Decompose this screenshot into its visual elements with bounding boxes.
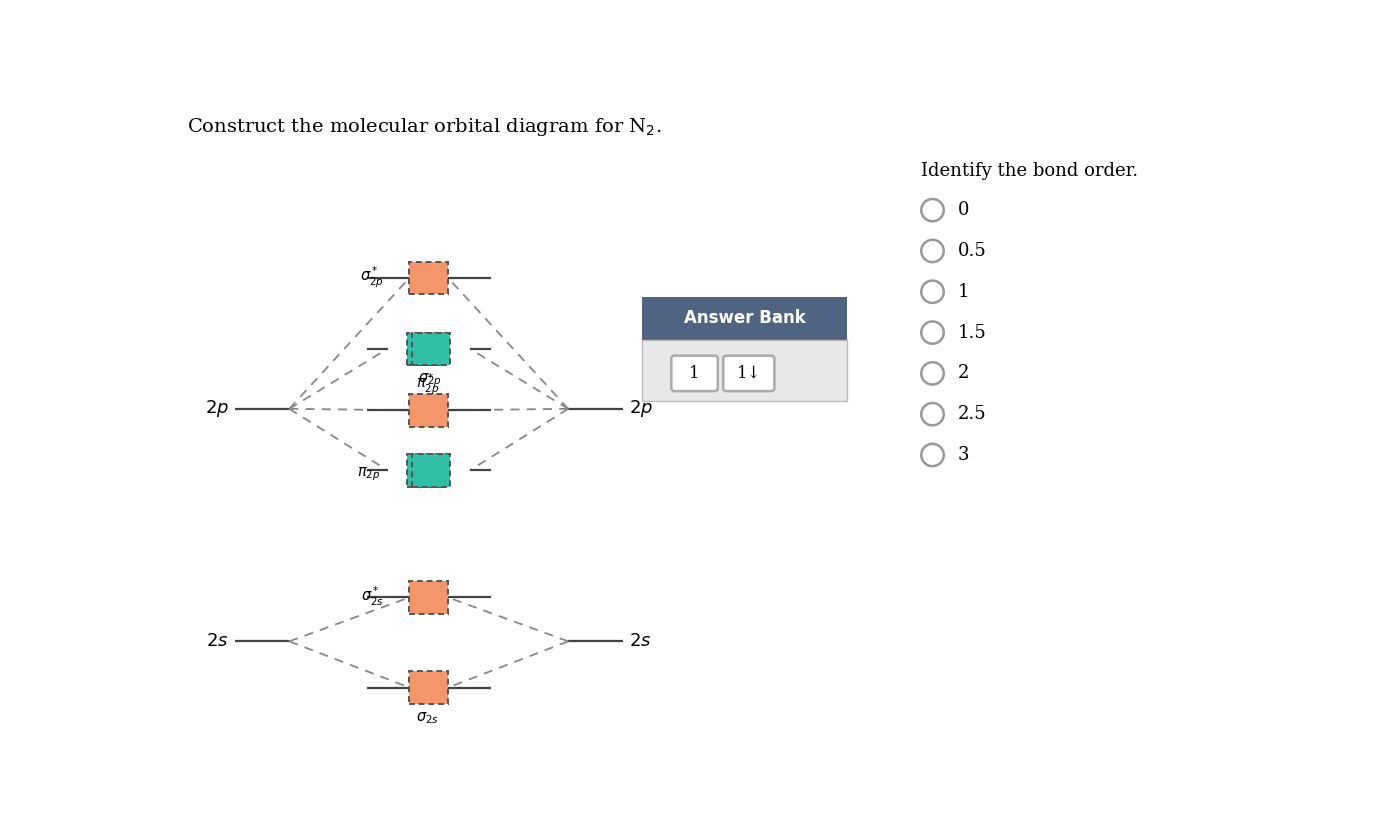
- Text: 3: 3: [958, 446, 970, 464]
- Text: $\pi^*_{2p}$: $\pi^*_{2p}$: [415, 372, 439, 397]
- Text: Identify the bond order.: Identify the bond order.: [920, 162, 1138, 181]
- Bar: [642, 297, 847, 339]
- Text: 2: 2: [958, 365, 969, 382]
- Text: $2s$: $2s$: [628, 633, 650, 650]
- Text: 1: 1: [958, 283, 970, 301]
- Text: 1↓: 1↓: [736, 365, 761, 382]
- Bar: [410, 671, 448, 704]
- Text: Construct the molecular orbital diagram for N$_2$.: Construct the molecular orbital diagram …: [187, 116, 662, 139]
- FancyBboxPatch shape: [671, 355, 718, 391]
- Text: $\sigma^*_{2p}$: $\sigma^*_{2p}$: [360, 265, 383, 290]
- Text: $\pi_{2p}$: $\pi_{2p}$: [357, 465, 381, 483]
- Text: 1.5: 1.5: [958, 323, 987, 342]
- Text: Answer Bank: Answer Bank: [684, 309, 805, 328]
- Text: $2p$: $2p$: [205, 398, 228, 419]
- Bar: [410, 394, 448, 427]
- Text: 2.5: 2.5: [958, 405, 987, 423]
- Text: $2s$: $2s$: [206, 633, 228, 650]
- Text: $\sigma_{2s}$: $\sigma_{2s}$: [415, 710, 439, 726]
- Text: $\sigma^*_{2s}$: $\sigma^*_{2s}$: [361, 585, 383, 608]
- Text: $2p$: $2p$: [628, 398, 653, 419]
- Bar: [410, 581, 448, 613]
- Bar: [642, 339, 847, 401]
- Bar: [411, 454, 450, 486]
- Text: $\sigma_{2p}$: $\sigma_{2p}$: [418, 371, 443, 389]
- Text: 1: 1: [689, 365, 700, 382]
- Bar: [407, 333, 446, 365]
- FancyBboxPatch shape: [724, 355, 775, 391]
- Bar: [407, 454, 446, 486]
- Text: 0.5: 0.5: [958, 242, 987, 260]
- Bar: [411, 333, 450, 365]
- Bar: [410, 262, 448, 294]
- Text: 0: 0: [958, 201, 970, 219]
